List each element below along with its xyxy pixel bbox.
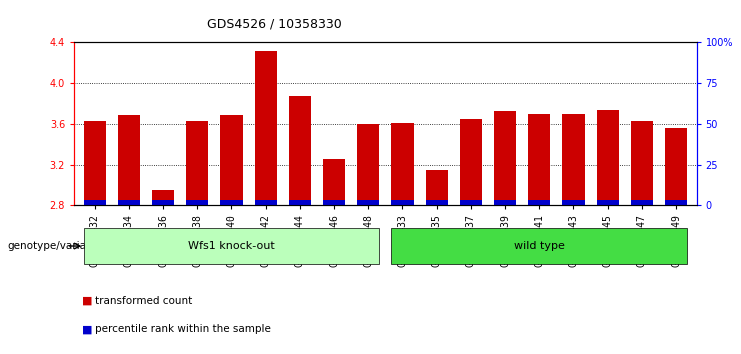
Bar: [665, 200, 687, 205]
Bar: [528, 200, 551, 205]
Bar: [391, 200, 413, 205]
Bar: [220, 115, 242, 205]
Bar: [84, 121, 106, 205]
Bar: [289, 200, 311, 205]
Bar: [597, 110, 619, 205]
Bar: [84, 200, 106, 205]
Bar: [665, 128, 687, 205]
Bar: [391, 123, 413, 205]
Bar: [323, 200, 345, 205]
Bar: [152, 200, 174, 205]
Text: genotype/variation: genotype/variation: [7, 241, 107, 251]
Bar: [357, 124, 379, 205]
Bar: [323, 159, 345, 205]
Bar: [459, 200, 482, 205]
Text: ■: ■: [82, 324, 92, 334]
Text: Wfs1 knock-out: Wfs1 knock-out: [188, 241, 275, 251]
Bar: [459, 119, 482, 205]
Text: percentile rank within the sample: percentile rank within the sample: [95, 324, 270, 334]
Bar: [597, 200, 619, 205]
Bar: [494, 200, 516, 205]
Bar: [118, 115, 140, 205]
Bar: [562, 114, 585, 205]
Bar: [186, 121, 208, 205]
Bar: [494, 111, 516, 205]
Bar: [254, 200, 276, 205]
Bar: [186, 200, 208, 205]
Bar: [357, 200, 379, 205]
Bar: [220, 200, 242, 205]
Text: wild type: wild type: [514, 241, 565, 251]
Bar: [254, 51, 276, 205]
Bar: [118, 200, 140, 205]
Bar: [152, 190, 174, 205]
Bar: [631, 200, 653, 205]
Bar: [528, 114, 551, 205]
Bar: [425, 200, 448, 205]
Bar: [289, 96, 311, 205]
Bar: [631, 121, 653, 205]
Text: ■: ■: [82, 296, 92, 306]
Bar: [425, 170, 448, 205]
Bar: [562, 200, 585, 205]
Text: GDS4526 / 10358330: GDS4526 / 10358330: [207, 18, 342, 31]
Text: transformed count: transformed count: [95, 296, 192, 306]
